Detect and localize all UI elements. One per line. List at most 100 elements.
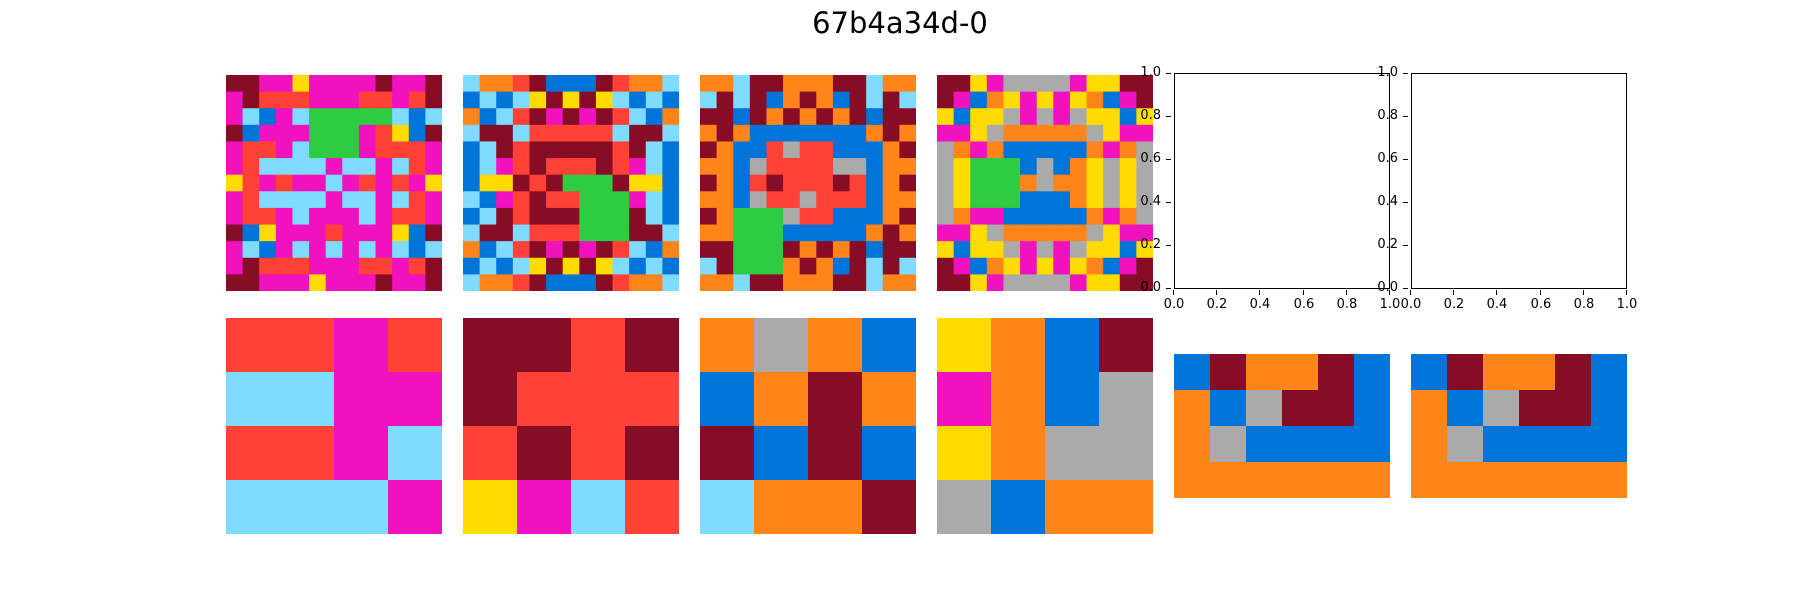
grid-cell [1003, 124, 1021, 142]
grid-cell [226, 241, 244, 259]
grid-cell [1210, 390, 1247, 427]
grid-cell [866, 108, 884, 126]
grid-cell [766, 141, 784, 159]
grid-cell [1119, 207, 1137, 226]
grid-cell [1036, 108, 1054, 126]
grid-cell [226, 224, 244, 242]
grid-cell [625, 318, 679, 373]
grid-cell [733, 91, 751, 109]
grid-cell [766, 191, 784, 209]
grid-cell [970, 174, 988, 192]
grid-cell [1003, 191, 1021, 209]
grid-cell [1003, 174, 1021, 192]
grid-cell [375, 124, 393, 142]
grid-cell [645, 124, 663, 142]
grid-cell [1020, 141, 1038, 159]
grid-cell [275, 141, 293, 159]
grid-cell [783, 274, 801, 291]
y-tick-label: 0.4 [1358, 194, 1408, 209]
grid-cell [832, 91, 851, 109]
grid-cell [275, 108, 293, 126]
grid-cell [1020, 174, 1038, 192]
grid-cell [529, 191, 547, 209]
grid-cell [425, 91, 442, 109]
grid-cell [463, 108, 481, 126]
grid-cell [309, 224, 327, 242]
grid-cell [595, 158, 614, 176]
grid-cell [716, 191, 734, 209]
grid-cell [479, 91, 497, 109]
grid-cell [496, 257, 514, 275]
grid-cell [1136, 158, 1153, 176]
grid-cell [953, 141, 971, 159]
grid-cell [970, 158, 988, 176]
grid-cell [512, 224, 530, 242]
grid-cell [546, 224, 564, 242]
grid-cell [986, 108, 1004, 126]
grid-cell [866, 91, 884, 109]
grid-cell [899, 274, 916, 291]
grid-cell [1053, 191, 1071, 209]
grid-cell [629, 141, 647, 159]
grid-cell [463, 318, 518, 373]
grid-cell [275, 274, 293, 291]
grid-cell [408, 141, 426, 159]
grid-cell [612, 108, 630, 126]
grid-cell [579, 257, 597, 275]
grid-cell [1210, 354, 1247, 391]
grid-cell [1086, 257, 1104, 275]
grid-cell [242, 108, 260, 126]
grid-cell [1099, 426, 1153, 481]
grid-cell [546, 108, 564, 126]
grid-cell [749, 191, 767, 209]
grid-cell [629, 224, 647, 242]
grid-cell [986, 91, 1004, 109]
grid-cell [1282, 354, 1319, 391]
grid-cell [754, 318, 809, 373]
grid-cell [1103, 207, 1121, 226]
grid-cell [733, 108, 751, 126]
grid-cell [766, 91, 784, 109]
grid-cell [463, 75, 481, 93]
x-tick-label: 0.4 [1477, 290, 1517, 312]
grid-cell [1003, 158, 1021, 176]
grid-cell [749, 241, 767, 259]
grid-cell [546, 241, 564, 259]
grid-cell [899, 158, 916, 176]
grid-cell [1069, 108, 1088, 126]
grid-cell [1119, 174, 1137, 192]
grid-cell [259, 75, 277, 93]
axes-frame [1174, 73, 1390, 289]
grid-cell [1099, 480, 1153, 534]
grid-cell [716, 257, 734, 275]
grid-cell [259, 207, 277, 226]
grid-cell [970, 75, 988, 93]
grid-cell [662, 124, 679, 142]
grid-cell [799, 108, 817, 126]
grid-cell [625, 372, 679, 427]
grid-cell [1053, 207, 1071, 226]
grid-cell [425, 241, 442, 259]
grid-cell [1099, 372, 1153, 427]
grid-cell [1483, 390, 1520, 427]
grid-cell [562, 91, 580, 109]
grid-cell [700, 274, 718, 291]
grid-cell [496, 224, 514, 242]
input-grid-4 [937, 75, 1153, 291]
grid-cell [479, 224, 497, 242]
grid-cell [716, 241, 734, 259]
grid-cell [625, 426, 679, 481]
grid-cell [953, 91, 971, 109]
grid-cell [970, 274, 988, 291]
grid-cell [425, 191, 442, 209]
grid-cell [808, 426, 863, 481]
grid-cell [375, 274, 393, 291]
grid-cell [970, 241, 988, 259]
grid-cell [358, 207, 377, 226]
grid-cell [512, 124, 530, 142]
grid-cell [1447, 390, 1484, 427]
grid-cell [579, 108, 597, 126]
grid-cell [358, 174, 377, 192]
grid-cell [733, 241, 751, 259]
grid-cell [700, 124, 718, 142]
